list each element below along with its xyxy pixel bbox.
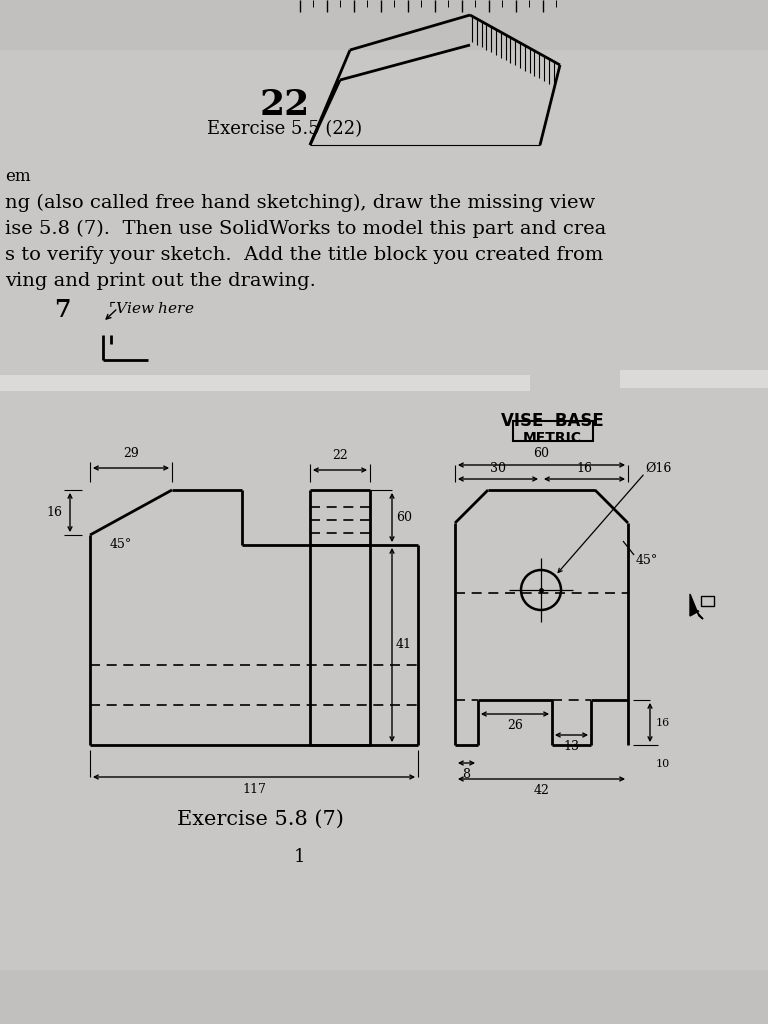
Text: 41: 41	[396, 639, 412, 651]
Text: 45°: 45°	[636, 555, 658, 567]
Text: ise 5.8 (7).  Then use SolidWorks to model this part and crea: ise 5.8 (7). Then use SolidWorks to mode…	[5, 220, 606, 239]
Text: 60: 60	[396, 511, 412, 524]
Polygon shape	[690, 594, 703, 618]
Text: 60: 60	[534, 447, 549, 460]
Text: 16: 16	[577, 462, 592, 475]
Text: 16: 16	[656, 718, 670, 727]
Bar	[701, 596, 714, 606]
Text: 29: 29	[123, 447, 139, 460]
Text: 1: 1	[294, 848, 306, 866]
Text: s to verify your sketch.  Add the title block you created from: s to verify your sketch. Add the title b…	[5, 246, 603, 264]
Bar	[0, 50, 768, 970]
Text: 8: 8	[462, 768, 471, 781]
Text: 7: 7	[54, 298, 70, 322]
Text: 26: 26	[507, 719, 523, 732]
Text: ving and print out the drawing.: ving and print out the drawing.	[5, 272, 316, 290]
Text: METRIC: METRIC	[522, 431, 581, 445]
Bar	[513, 421, 593, 441]
Text: 42: 42	[534, 784, 549, 797]
Text: 45°: 45°	[110, 539, 132, 552]
Text: Exercise 5.5 (22): Exercise 5.5 (22)	[207, 120, 362, 138]
Text: $\ulcorner$View here: $\ulcorner$View here	[108, 300, 194, 316]
Text: Ø16: Ø16	[645, 462, 671, 474]
Text: Exercise 5.8 (7): Exercise 5.8 (7)	[177, 810, 343, 829]
Bar	[0, 375, 530, 391]
Text: 22: 22	[260, 88, 310, 122]
Text: em: em	[5, 168, 31, 185]
Text: 10: 10	[656, 759, 670, 769]
Text: ng (also called free hand sketching), draw the missing view: ng (also called free hand sketching), dr…	[5, 194, 595, 212]
Bar	[620, 370, 768, 388]
Text: 13: 13	[564, 740, 580, 753]
Text: 30: 30	[490, 462, 506, 475]
Text: 16: 16	[46, 506, 62, 519]
Text: VISE  BASE: VISE BASE	[501, 412, 604, 430]
Text: 117: 117	[242, 783, 266, 796]
Text: 22: 22	[332, 449, 348, 462]
